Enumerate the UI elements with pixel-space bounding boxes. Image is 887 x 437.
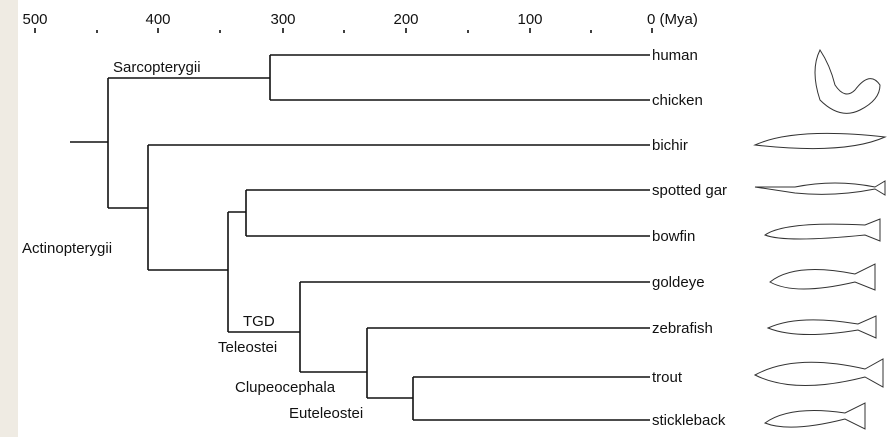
axis-tick-label: 300 (270, 11, 295, 28)
leaf-label: goldeye (652, 274, 705, 291)
clade-label: Euteleostei (289, 405, 363, 422)
leaf-label: stickleback (652, 412, 726, 429)
axis-tick-label: 0 (Mya) (647, 11, 698, 28)
trout-icon (753, 358, 884, 388)
goldeye-icon (769, 263, 876, 291)
clade-label: TGD (243, 313, 275, 330)
axis-tick-label: 400 (145, 11, 170, 28)
clade-label: Sarcopterygii (113, 59, 201, 76)
chicken-icon (814, 49, 881, 114)
panel (18, 0, 887, 437)
axis-tick-label: 500 (22, 11, 47, 28)
animal-icons (753, 49, 887, 430)
leaf-label: bowfin (652, 228, 695, 245)
leaf-label: human (652, 47, 698, 64)
clade-label: Actinopterygii (22, 240, 112, 257)
leaf-label: trout (652, 369, 683, 386)
clade-labels: Sarcopterygii Actinopterygii TGD Teleost… (22, 59, 363, 422)
bowfin-icon (763, 218, 881, 242)
time-axis: 500 400 300 200 100 0 (Mya) (22, 11, 698, 33)
axis-tick-label: 100 (517, 11, 542, 28)
clade-label: Teleostei (218, 339, 277, 356)
zebrafish-icon (766, 315, 877, 339)
clade-label: Clupeocephala (235, 379, 336, 396)
tree-branches (70, 54, 650, 421)
leaf-label: zebrafish (652, 320, 713, 337)
leaf-labels: human chicken bichir spotted gar bowfin … (652, 47, 727, 429)
leaf-label: spotted gar (652, 182, 727, 199)
leaf-label: bichir (652, 137, 688, 154)
stickleback-icon (763, 402, 866, 430)
axis-tick-label: 200 (393, 11, 418, 28)
gar-icon (754, 180, 886, 196)
axis-ticks (34, 28, 653, 33)
leaf-label: chicken (652, 92, 703, 109)
bichir-icon (753, 132, 887, 150)
